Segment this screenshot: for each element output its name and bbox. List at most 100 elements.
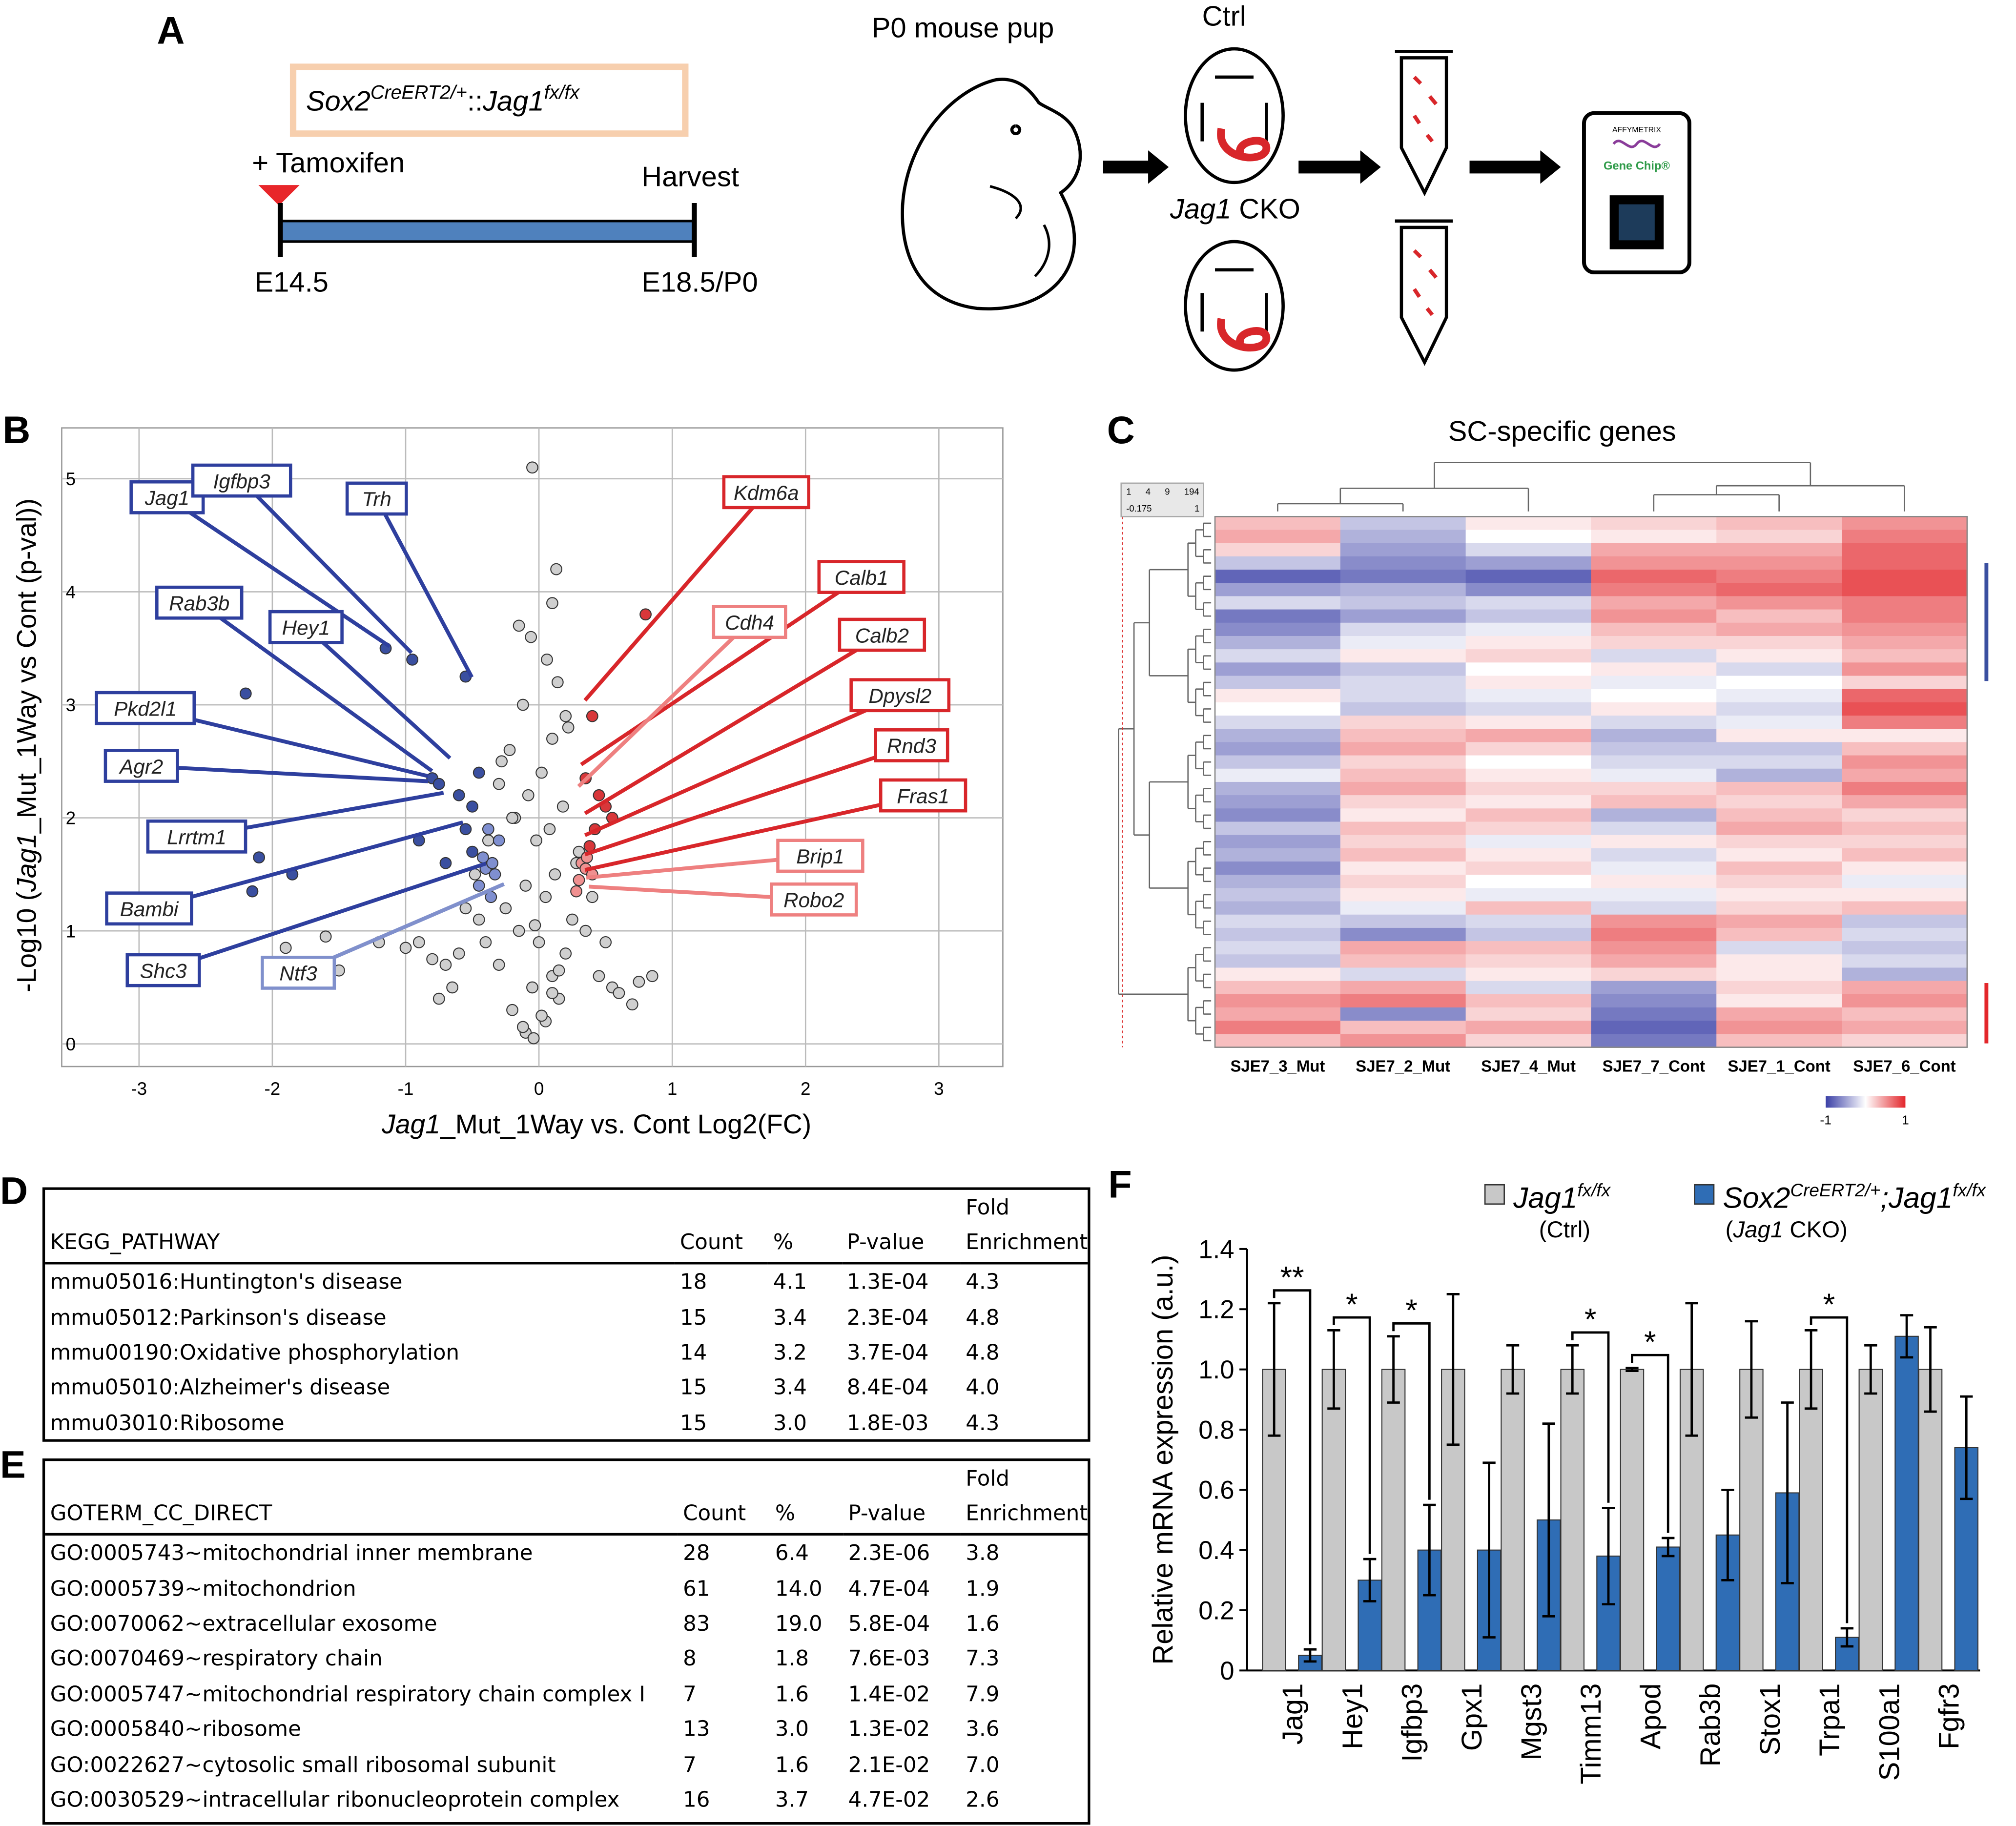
data-point	[506, 812, 518, 824]
heatmap-cell	[1340, 954, 1466, 968]
heatmap-cell	[1716, 781, 1843, 796]
heatmap-cell	[1465, 622, 1592, 637]
table-cell: 1.8E-03	[846, 1410, 929, 1435]
table-cell: 1.3E-02	[848, 1717, 930, 1742]
panel-a: Sox2CreERT2/+::Jag1fx/fx + Tamoxifen Har…	[252, 1, 1691, 372]
heatmap-cell	[1842, 596, 1968, 610]
heatmap-cell	[1716, 742, 1843, 756]
header-cell: %	[770, 1461, 843, 1536]
data-point	[473, 913, 485, 926]
heatmap-cell	[1716, 530, 1843, 544]
heatmap-cell	[1340, 636, 1466, 650]
heatmap-cell	[1465, 755, 1592, 770]
heatmap-cell	[1842, 556, 1968, 571]
heatmap-cell	[1842, 862, 1968, 876]
legend-note-part: (Ctrl)	[1539, 1217, 1590, 1243]
heatmap-cell	[1716, 888, 1843, 902]
heatmap-cell	[1842, 609, 1968, 624]
heatmap-cell	[1340, 742, 1466, 756]
bar	[1954, 1447, 1979, 1671]
error-bar	[1900, 1314, 1913, 1359]
x-axis-label-part: Jag1	[381, 1109, 440, 1139]
heatmap-cell	[1591, 556, 1717, 571]
callout-line	[580, 575, 863, 766]
data-point	[513, 924, 525, 937]
data-point	[570, 885, 582, 898]
heatmap-cell	[1215, 662, 1341, 677]
heatmap-cell	[1465, 927, 1592, 942]
heatmap-cell	[1591, 596, 1717, 610]
heatmap-cell	[1842, 768, 1968, 783]
callout-line	[375, 497, 474, 678]
legend-note-part: Jag1	[1732, 1217, 1783, 1243]
genotype-box	[289, 63, 689, 137]
heatmap-cell	[1842, 742, 1968, 756]
heatmap-cell	[1716, 556, 1843, 571]
bar	[1560, 1369, 1585, 1671]
heatmap-cell	[1340, 875, 1466, 889]
tubes	[1395, 50, 1453, 366]
bar	[1894, 1335, 1919, 1671]
heatmap-cell	[1465, 676, 1592, 690]
heatmap-cell	[1591, 676, 1717, 690]
data-point	[553, 964, 565, 977]
callout-box	[95, 691, 196, 725]
heatmap-cell	[1215, 689, 1341, 703]
heatmap-cell	[1591, 622, 1717, 637]
heatmap-cell	[1591, 848, 1717, 862]
table-cell: 7.0	[966, 1752, 1000, 1777]
callout-box	[125, 953, 201, 987]
table-cell: 18	[679, 1270, 707, 1294]
x-tick-label: 2	[801, 1079, 811, 1099]
heatmap-cell	[1215, 795, 1341, 809]
heatmap-cell	[1842, 676, 1968, 690]
heatmap-cell	[1465, 556, 1592, 571]
tree-scale-tick: 4	[1146, 487, 1151, 497]
significance-label: **	[1280, 1260, 1304, 1294]
x-tick-label: Fgfr3	[1934, 1683, 1965, 1749]
table-cell: 61	[683, 1576, 710, 1601]
table-cell: mmu05012:Parkinson's disease	[50, 1305, 387, 1330]
table-cell: 1.6	[966, 1611, 1000, 1636]
y-tick-label: 0.2	[1198, 1596, 1234, 1625]
error-bar	[1662, 1537, 1675, 1558]
heatmap-cell	[1340, 516, 1466, 531]
callout-box	[817, 560, 905, 594]
bar	[1381, 1369, 1406, 1671]
heatmap-cell	[1340, 1034, 1466, 1048]
table-cell: 3.4	[773, 1375, 807, 1400]
heatmap-cell	[1215, 530, 1341, 544]
x-tick-label: S100a1	[1874, 1683, 1905, 1781]
table-cell: 14	[679, 1340, 707, 1365]
legend-swatch	[1694, 1184, 1715, 1205]
data-point	[533, 936, 545, 948]
x-tick-label: -3	[131, 1079, 147, 1099]
column-label: SJE7_1_Cont	[1728, 1057, 1830, 1075]
heatmap-cell	[1340, 556, 1466, 571]
callout-label: Ntf3	[279, 962, 317, 985]
x-tick-label: Jag1	[1277, 1683, 1309, 1745]
heatmap-cell	[1842, 994, 1968, 1008]
callout-label: Fras1	[897, 784, 949, 807]
heatmap-cell	[1340, 689, 1466, 703]
table-row: mmu00190:Oxidative phosphorylation 14 3.2 3…	[45, 1335, 1088, 1370]
heatmap-cell	[1340, 994, 1466, 1008]
significance-bracket	[1273, 1289, 1312, 1644]
data-point	[513, 619, 525, 632]
heatmap-cell	[1591, 862, 1717, 876]
callout-label: Cdh4	[725, 611, 774, 634]
data-point	[432, 992, 445, 1005]
data-point	[586, 891, 598, 903]
column-label: SJE7_4_Mut	[1481, 1057, 1576, 1075]
column-label: SJE7_6_Cont	[1853, 1057, 1955, 1075]
table-cell: 14.0	[775, 1576, 823, 1601]
table-cell: 13	[683, 1717, 710, 1742]
heatmap-cell	[1465, 609, 1592, 624]
data-point	[503, 744, 516, 757]
heatmap-cell	[1716, 821, 1843, 836]
heatmap-cell	[1716, 583, 1843, 597]
data-point	[406, 654, 419, 666]
heatmap-cell	[1340, 530, 1466, 544]
error-bar	[1327, 1329, 1340, 1410]
heatmap-cell	[1465, 821, 1592, 836]
